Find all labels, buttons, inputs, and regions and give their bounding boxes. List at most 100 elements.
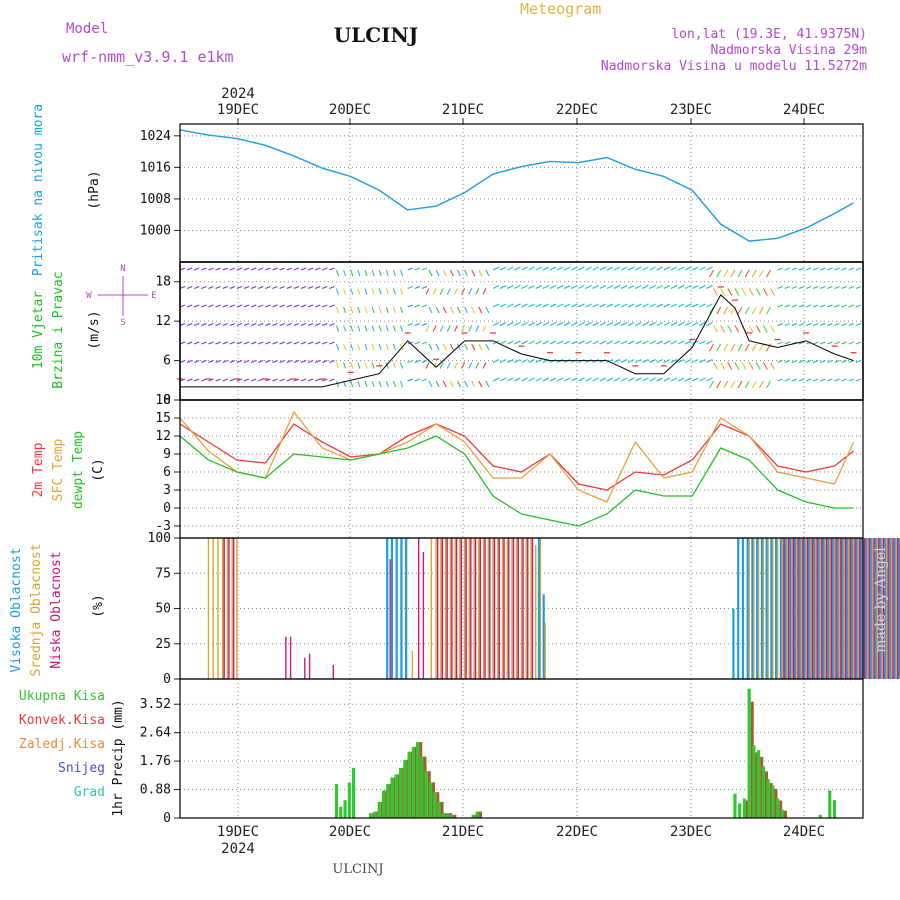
wind-barb <box>446 288 451 295</box>
y-tick-label: 0 <box>163 811 171 826</box>
wind-barb <box>272 341 278 345</box>
wind-barb <box>414 322 420 327</box>
wind-barb <box>734 362 740 370</box>
precip-total-bar <box>407 751 411 818</box>
wind-barb <box>556 377 564 382</box>
wind-barb <box>335 362 340 369</box>
wind-barb <box>272 285 278 290</box>
wind-barb <box>613 303 621 308</box>
wind-barb <box>471 306 476 314</box>
wind-barb <box>507 266 514 271</box>
wind-barb <box>635 359 642 363</box>
y-tick-label: 75 <box>155 566 171 581</box>
wind-barb <box>758 306 764 315</box>
wind-barb <box>820 267 826 271</box>
wind-barb <box>279 267 285 271</box>
wind-barb <box>350 269 354 277</box>
y-tick-label: 0 <box>163 393 171 408</box>
precip-conv-bar <box>774 788 778 818</box>
wind-barb <box>649 303 656 308</box>
wind-barb <box>592 266 599 271</box>
wind-barb <box>300 341 307 345</box>
wind-barb <box>585 303 592 308</box>
y-tick-label: -3 <box>155 519 171 534</box>
wind-barb <box>400 362 404 369</box>
wind-barb <box>766 269 771 278</box>
wind-barb <box>841 267 847 271</box>
wind-barb <box>350 343 354 351</box>
wind-barb <box>307 267 314 271</box>
model-name: wrf-nmm_v3.9.1 e1km <box>62 48 234 66</box>
wind-barb <box>343 306 347 314</box>
cloud-low-title: Niska Oblacnost <box>49 551 64 668</box>
precip-legend-item: Zaledj.Kisa <box>19 737 105 752</box>
wind-barb <box>400 269 404 277</box>
top-date-label: 24DEC <box>783 102 825 118</box>
wind-barb <box>236 378 243 382</box>
wind-barb <box>475 362 480 369</box>
wind-barb <box>627 377 635 382</box>
wind-axis-title-1: 10m Vjetar <box>31 291 46 369</box>
wind-barb <box>343 343 347 351</box>
wind-barb <box>329 378 335 382</box>
bottom-date-label: 21DEC <box>442 824 484 840</box>
wind-barb <box>766 380 771 389</box>
precip-conv-bar <box>779 800 783 818</box>
wind-barb <box>507 340 514 345</box>
wind-barb <box>286 267 292 271</box>
precip-total-bar <box>428 782 433 818</box>
wind-barb <box>461 288 466 295</box>
wind-barb <box>521 285 528 289</box>
top-date-label: 22DEC <box>556 102 598 118</box>
wind-barb <box>194 341 200 345</box>
wind-barb <box>751 343 757 352</box>
wind-axis-title-2: Brzina i Pravac <box>51 271 66 388</box>
wind-barb <box>734 325 740 333</box>
wind-barb <box>606 266 614 271</box>
wind-barb <box>293 341 300 345</box>
wind-barb <box>421 304 428 308</box>
wind-barb <box>571 340 578 345</box>
precip-unit: 1hr Precip (mm) <box>111 699 126 816</box>
y-tick-label: 18 <box>155 393 171 408</box>
wind-barb <box>855 304 862 308</box>
wind-barb <box>286 285 292 290</box>
wind-barb <box>194 322 200 327</box>
wind-barb <box>357 288 361 295</box>
precip-total-bar <box>343 800 347 818</box>
wind-barb <box>855 322 862 327</box>
wind-barb <box>179 378 186 382</box>
cloud-mid-title: Srednja Oblacnost <box>29 543 44 676</box>
wind-barb <box>236 341 243 345</box>
wind-barb <box>485 306 490 314</box>
wind-barb <box>737 306 743 315</box>
wind-barb <box>322 378 328 382</box>
compass-e: E <box>151 291 156 301</box>
precip-total-bar <box>450 814 454 818</box>
wind-barb <box>428 343 433 351</box>
wind-barb <box>827 322 833 327</box>
wind-barb <box>528 303 535 308</box>
wind-barb <box>798 304 805 308</box>
wind-barb <box>300 285 307 290</box>
wind-barb <box>677 377 685 382</box>
wind-barb <box>692 359 699 363</box>
wind-barb <box>414 359 420 364</box>
y-tick-label: 1000 <box>140 223 171 238</box>
panel-frame <box>179 123 864 263</box>
wind-barb <box>456 380 461 388</box>
wind-barb <box>400 325 404 332</box>
wind-barb <box>805 267 812 271</box>
wind-barb <box>186 359 193 364</box>
wind-barb <box>542 266 550 271</box>
precip-total-bar <box>411 746 415 818</box>
precip-panel: 0 0.88 1.76 2.64 3.52 <box>140 678 864 826</box>
wind-barb <box>635 266 642 271</box>
wind-barb <box>258 322 264 327</box>
wind-barb <box>784 285 790 290</box>
wind-barb <box>692 377 699 382</box>
wind-barb <box>208 359 214 364</box>
wind-barb <box>606 377 614 382</box>
wind-barb <box>855 267 862 271</box>
wind-barb <box>620 303 628 308</box>
